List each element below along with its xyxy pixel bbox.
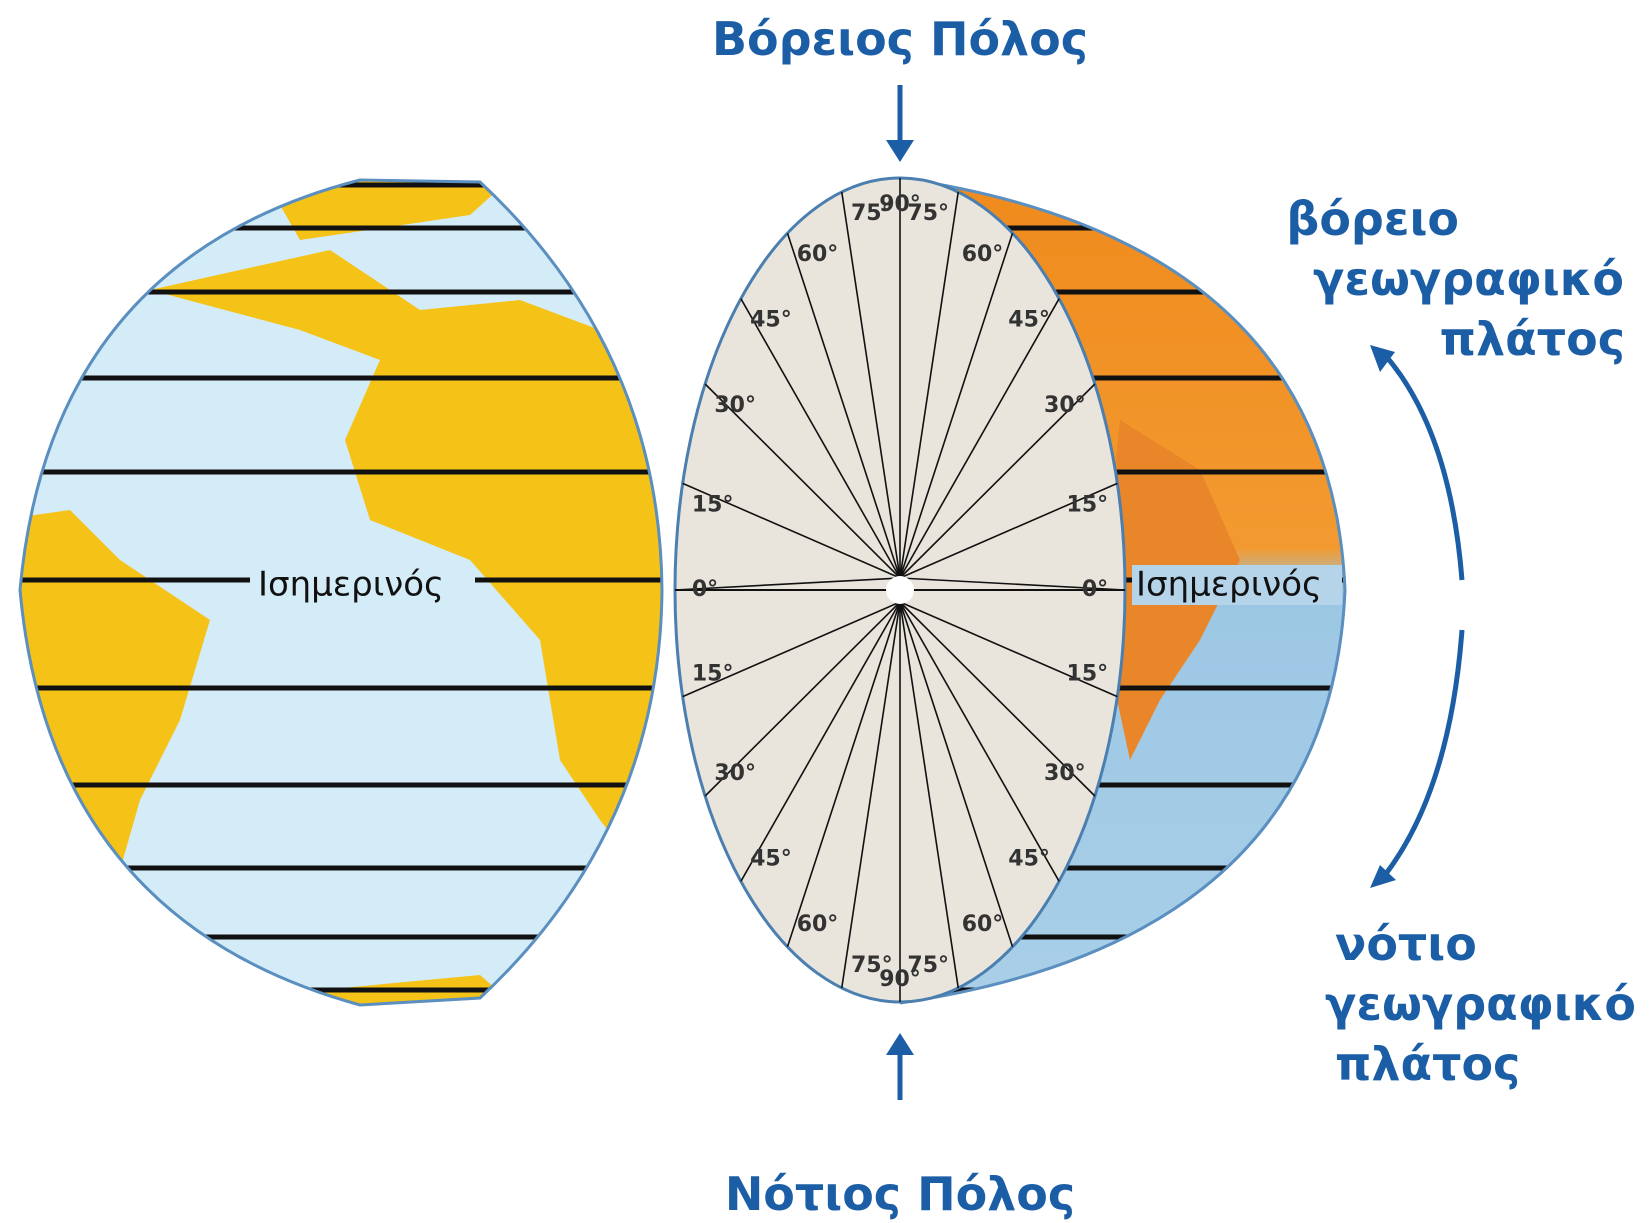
degree-label: 15° — [692, 492, 734, 517]
degree-label: 45° — [750, 308, 792, 333]
degree-label: 30° — [714, 393, 756, 418]
equator-label: Ισημερινός — [258, 565, 444, 605]
degree-label: 60° — [962, 242, 1004, 267]
degree-label: 75° — [851, 953, 893, 978]
text-line: βόρειο — [1286, 192, 1459, 246]
degree-label: 0° — [692, 577, 718, 602]
text-line: πλάτος — [1335, 1037, 1520, 1091]
page: Ισημερινός Ισημερινός Βόρειος Πόλος Νότι… — [0, 0, 1652, 1223]
south-latitude-label: νότιο γεωγραφικό πλάτος — [1325, 917, 1652, 1091]
degree-label: 45° — [1008, 846, 1050, 871]
degree-label: 15° — [1067, 662, 1109, 687]
degree-label: 75° — [907, 953, 949, 978]
south-pole-label: Νότιος Πόλος — [725, 1167, 1075, 1221]
degree-label: 75° — [851, 201, 893, 226]
degree-label: 30° — [1044, 393, 1086, 418]
degree-label: 60° — [962, 912, 1004, 937]
degree-label: 15° — [1067, 492, 1109, 517]
equator-label: Ισημερινός — [1136, 565, 1322, 605]
north-latitude-label: βόρειο γεωγραφικό πλάτος — [1286, 192, 1640, 366]
north-pole-label: Βόρειος Πόλος — [712, 12, 1088, 66]
text-line: πλάτος — [1440, 312, 1625, 366]
text-line: νότιο — [1335, 917, 1477, 971]
diagram: Ισημερινός Ισημερινός Βόρειος Πόλος Νότι… — [0, 0, 1652, 1223]
degree-label: 30° — [1044, 761, 1086, 786]
degree-label: 15° — [692, 662, 734, 687]
degree-label: 45° — [750, 846, 792, 871]
degree-label: 30° — [714, 761, 756, 786]
text-line: γεωγραφικό — [1325, 977, 1636, 1031]
degree-label: 45° — [1008, 308, 1050, 333]
degree-label: 75° — [907, 201, 949, 226]
degree-label: 60° — [797, 912, 839, 937]
degree-label: 60° — [797, 242, 839, 267]
text-line: γεωγραφικό — [1313, 252, 1624, 306]
degree-label: 0° — [1082, 577, 1108, 602]
